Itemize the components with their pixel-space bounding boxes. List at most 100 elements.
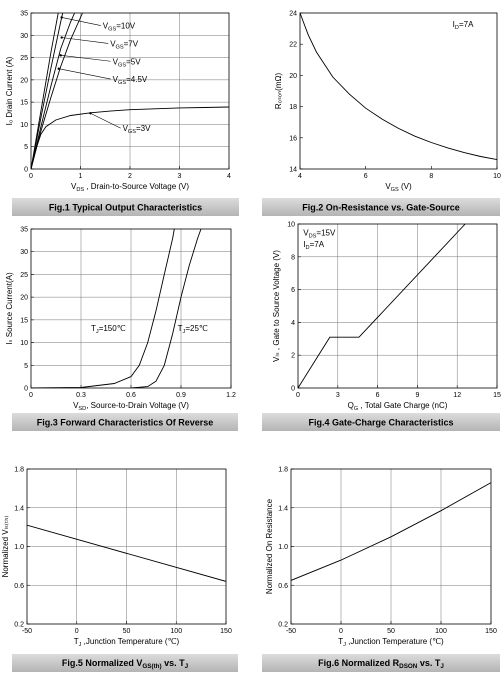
grid xyxy=(31,229,231,388)
annotation-label-1: VGS=10V xyxy=(103,22,136,33)
annotation-label-4: VGS=4.5V xyxy=(113,75,148,86)
arrow-head xyxy=(60,16,63,19)
series-group xyxy=(300,13,497,161)
x-tick-label: 100 xyxy=(170,628,182,635)
x-tick-label: 4 xyxy=(227,173,231,180)
x-tick-label: 0.3 xyxy=(76,392,86,399)
caption-bar xyxy=(262,654,500,672)
caption-bar xyxy=(262,413,500,431)
x-tick-label: 150 xyxy=(485,628,497,635)
x-tick-label: 6 xyxy=(376,392,380,399)
figure-caption: Fig.6 Normalized RDSON vs. TJ xyxy=(318,658,444,670)
series-line-1 xyxy=(27,524,226,582)
x-axis-label: TJ ,Junction Temperature (℃) xyxy=(74,637,180,648)
y-tick-label: 25 xyxy=(20,272,28,279)
y-tick-label: 1.4 xyxy=(14,505,24,512)
x-tick-label: 3 xyxy=(336,392,340,399)
chart-4: 0 3 6 9 12 15 0 2 4 6 8 10 QG , Total Gate Charge (n… xyxy=(262,222,501,431)
annotation-arrow xyxy=(61,17,101,26)
y-tick-label: 10 xyxy=(20,122,28,129)
y-tick-label: 20 xyxy=(289,73,297,80)
x-axis-label: QG , Total Gate Charge (nC) xyxy=(348,401,448,412)
annotation-arrow xyxy=(60,55,111,62)
y-tick-label: 30 xyxy=(20,249,28,256)
annotation-label-1: ID=7A xyxy=(453,20,474,31)
caption-bar xyxy=(12,413,238,431)
y-tick-label: 1.0 xyxy=(278,544,288,551)
y-tick-label: 15 xyxy=(20,100,28,107)
x-tick-label: 0 xyxy=(29,173,33,180)
series-line-2 xyxy=(31,13,64,169)
series-line-2 xyxy=(130,229,202,388)
series-line-1 xyxy=(291,482,491,581)
y-tick-label: 1.0 xyxy=(14,544,24,551)
y-tick-label: 5 xyxy=(24,363,28,370)
arrow-head xyxy=(60,36,63,39)
chart-5: -50 0 50 100 150 0.2 0.6 1.0 1.4 1.8 TJ ,Junction … xyxy=(1,467,238,672)
y-tick-label: 25 xyxy=(20,55,28,62)
x-tick-label: 1.2 xyxy=(226,392,236,399)
x-axis-label: VSD, Source-to-Drain Voltage (V) xyxy=(73,401,189,412)
x-tick-label: 6 xyxy=(364,173,368,180)
x-axis-label: VGS (V) xyxy=(385,182,412,193)
x-tick-label: 8 xyxy=(429,173,433,180)
y-tick-label: 16 xyxy=(289,135,297,142)
figure-caption: Fig.3 Forward Characteristics Of Reverse xyxy=(37,418,214,428)
plot-frame xyxy=(297,223,498,389)
y-tick-label: 1.8 xyxy=(278,467,288,474)
figure-caption: Fig.2 On-Resistance vs. Gate-Source xyxy=(302,203,460,213)
y-tick-label: 30 xyxy=(20,33,28,40)
y-tick-label: 5 xyxy=(24,144,28,151)
annotation-label-1: TJ=150℃ xyxy=(91,324,126,335)
annotation-arrow xyxy=(58,68,111,80)
y-tick-label: 4 xyxy=(291,320,295,327)
annotation-label-2: TJ=25℃ xyxy=(178,324,208,335)
y-tick-label: 22 xyxy=(289,42,297,49)
x-tick-label: 1 xyxy=(79,173,83,180)
plot-frame xyxy=(299,12,498,170)
x-tick-label: 0 xyxy=(75,628,79,635)
chart-3: 0 0.3 0.6 0.9 1.2 0 5 10 15 20 25 30 35 VSD, Source-t… xyxy=(5,227,238,431)
y-tick-label: 35 xyxy=(20,227,28,234)
series-group xyxy=(27,524,226,582)
series-line-3 xyxy=(31,13,76,169)
x-tick-label: 0 xyxy=(339,628,343,635)
y-axis-label: Iₛ Source Current(A) xyxy=(5,272,14,345)
y-tick-label: 0 xyxy=(24,167,28,174)
y-tick-label: 0.6 xyxy=(14,583,24,590)
y-tick-label: 0 xyxy=(291,386,295,393)
x-tick-label: 50 xyxy=(387,628,395,635)
x-tick-label: 12 xyxy=(453,392,461,399)
x-tick-label: 2 xyxy=(128,173,132,180)
x-axis-label: VDS , Drain-to-Source Voltage (V) xyxy=(71,182,189,193)
y-tick-label: 2 xyxy=(291,353,295,360)
x-tick-label: 100 xyxy=(435,628,447,635)
y-tick-label: 8 xyxy=(291,254,295,261)
y-tick-label: 18 xyxy=(289,104,297,111)
y-tick-label: 0 xyxy=(24,386,28,393)
y-tick-label: 20 xyxy=(20,77,28,84)
x-tick-label: 0 xyxy=(296,392,300,399)
series-line-4 xyxy=(31,13,83,169)
grid xyxy=(31,13,229,169)
y-tick-label: 6 xyxy=(291,287,295,294)
figure-caption: Fig.4 Gate-Charge Characteristics xyxy=(308,418,453,428)
y-tick-label: 20 xyxy=(20,295,28,302)
x-tick-label: 150 xyxy=(220,628,232,635)
y-axis-label: Vₗₛ , Gate to Source Voltage (V) xyxy=(272,250,281,362)
x-tick-label: 4 xyxy=(298,173,302,180)
figure-caption: Fig.1 Typical Output Characteristics xyxy=(49,203,202,213)
y-axis-label: I₀ Drain Current (A) xyxy=(5,56,14,125)
annotation-label-1: VDS=15V xyxy=(303,228,336,239)
annotation-label-2: ID=7A xyxy=(303,240,324,251)
caption-bar xyxy=(262,198,500,216)
annotation-label-2: VGS=7V xyxy=(110,39,139,50)
y-tick-label: 0.2 xyxy=(278,622,288,629)
x-tick-label: 0.9 xyxy=(176,392,186,399)
x-tick-label: 0 xyxy=(29,392,33,399)
caption-bar xyxy=(12,654,238,672)
caption-bar xyxy=(12,198,239,216)
y-tick-label: 35 xyxy=(20,11,28,18)
annotation-label-3: VGS=5V xyxy=(113,57,142,68)
